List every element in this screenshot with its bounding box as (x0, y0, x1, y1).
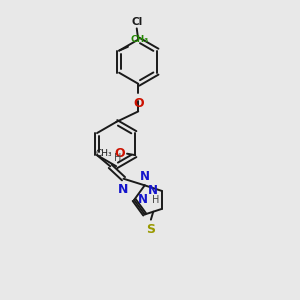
Text: H: H (114, 153, 121, 163)
Text: N: N (138, 193, 148, 206)
Text: CH₃: CH₃ (131, 35, 149, 44)
Text: O: O (133, 97, 143, 110)
Text: N: N (140, 170, 150, 183)
Text: N: N (118, 183, 129, 196)
Text: N: N (148, 184, 158, 197)
Text: O: O (114, 147, 125, 160)
Text: S: S (146, 223, 155, 236)
Text: H: H (152, 195, 159, 205)
Text: Cl: Cl (131, 16, 142, 27)
Text: CH₃: CH₃ (95, 149, 112, 158)
